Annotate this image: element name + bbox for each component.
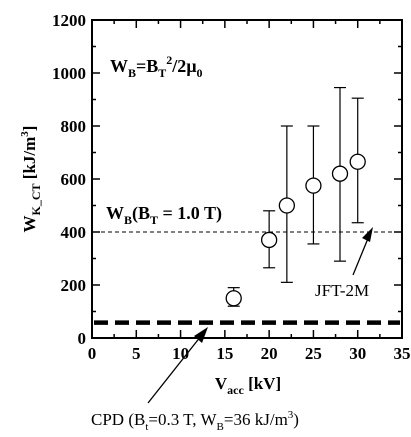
ticks-layer: 0 200 400 600 800 1000 1200 0 5 10 15 20 25 30 35 — [52, 11, 411, 363]
x-tick-label: 0 — [88, 344, 97, 363]
x-tick-label: 5 — [132, 344, 141, 363]
x-tick-label: 25 — [305, 344, 322, 363]
data-point — [260, 231, 278, 249]
data-point — [331, 165, 349, 182]
y-tick-label: 800 — [61, 117, 87, 136]
y-tick-label: 200 — [61, 276, 87, 295]
data-point — [225, 290, 242, 307]
jft-arrow-line — [352, 235, 370, 276]
x-tick-label: 35 — [394, 344, 411, 363]
jft-arrow-head — [362, 227, 373, 242]
formula-annotation: WB=BT2/2μ0 — [110, 53, 203, 80]
data-point — [349, 153, 366, 170]
y-tick-label: 1000 — [52, 64, 86, 83]
data-points — [225, 86, 366, 307]
x-tick-label: 10 — [172, 344, 189, 363]
data-point — [278, 197, 296, 214]
jft-label: JFT-2M — [315, 281, 369, 300]
y-tick-label: 400 — [61, 223, 87, 242]
x-tick-label: 20 — [261, 344, 278, 363]
x-tick-label: 15 — [216, 344, 233, 363]
x-tick-label: 30 — [349, 344, 366, 363]
cpd-arrow-line — [147, 335, 202, 404]
cpd-arrow-head — [194, 327, 208, 343]
data-point — [305, 177, 322, 194]
y-axis-label: WK_CT [kJ/m3] — [19, 126, 43, 233]
wb-line-annotation: WB(BT = 1.0 T) — [106, 203, 222, 227]
x-axis-label: Vacc [kV] — [215, 374, 281, 397]
y-tick-label: 600 — [61, 170, 87, 189]
plot-frame — [91, 19, 403, 339]
reference-lines — [94, 231, 400, 325]
cpd-label: CPD (Bt=0.3 T, WB=36 kJ/m3) — [91, 409, 299, 433]
y-tick-label: 0 — [78, 329, 87, 348]
y-tick-label: 1200 — [52, 11, 86, 30]
